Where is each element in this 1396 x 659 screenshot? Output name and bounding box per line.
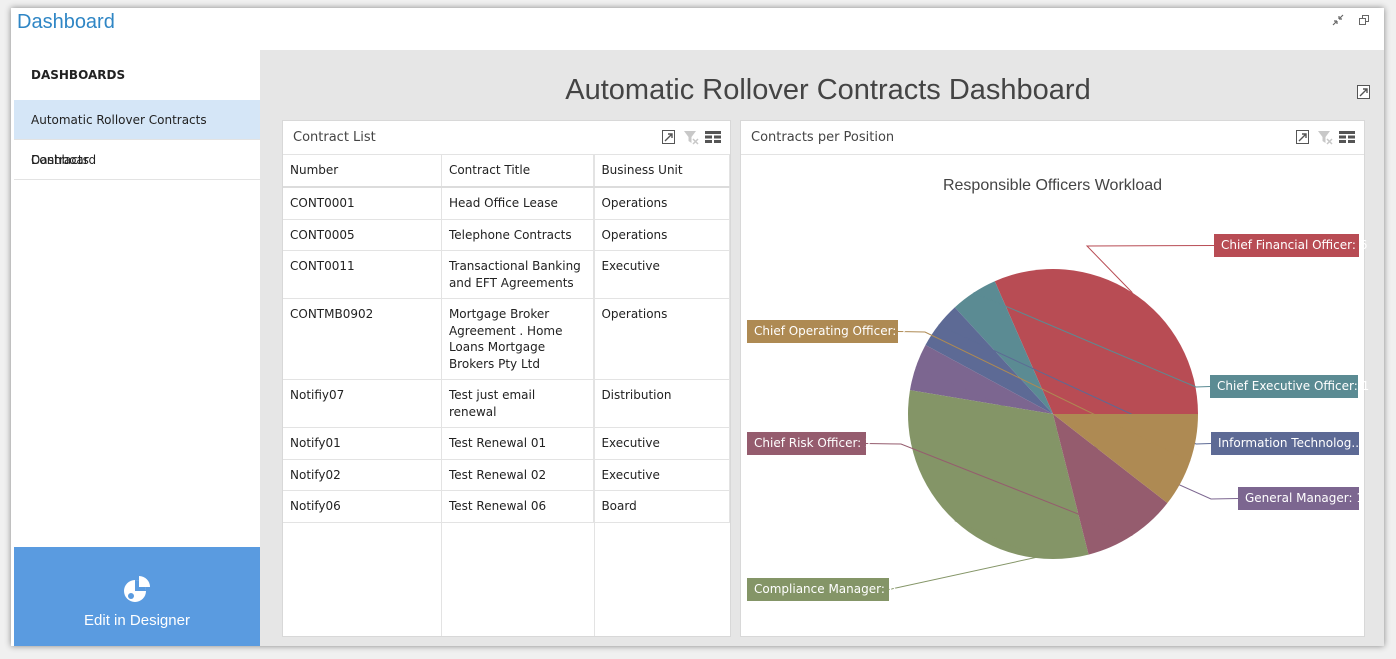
cell-unit: Distribution (593, 379, 730, 428)
cell-title: Test Renewal 06 (441, 490, 595, 523)
table-row[interactable]: Notify01 Test Renewal 01 Executive (283, 427, 730, 460)
column-header-number[interactable]: Number (283, 155, 442, 188)
leader-line (897, 331, 1191, 462)
leader-line (888, 520, 1040, 590)
table-row[interactable]: CONTMB0902 Mortgage Broker Agreement . H… (283, 298, 730, 380)
leader-line (1085, 245, 1215, 293)
cell-number: Notifiy07 (283, 379, 442, 428)
pie-slice[interactable] (908, 390, 1089, 559)
pie-chart-icon (124, 576, 150, 602)
export-icon[interactable] (1294, 128, 1312, 146)
pie-slice-label: Information Technolog... (1211, 432, 1363, 455)
cell-unit: Executive (593, 427, 730, 460)
window-title: Dashboard (17, 11, 115, 33)
cell-unit: Operations (593, 219, 730, 251)
clear-filter-icon[interactable] (682, 128, 700, 146)
grid-view-icon[interactable] (1338, 128, 1356, 146)
pie-slice[interactable] (994, 269, 1198, 414)
page-title: Automatic Rollover Contracts Dashboard (565, 74, 1091, 106)
restore-icon[interactable] (1357, 14, 1371, 28)
grid-view-icon[interactable] (704, 128, 722, 146)
designer-label: Edit in Designer (84, 612, 190, 629)
sidebar-heading: DASHBOARDS (31, 68, 126, 82)
sidebar-item-label: Automatic Rollover Contracts Dashboard (31, 113, 207, 167)
table-row[interactable]: Notify06 Test Renewal 06 Board (283, 490, 730, 523)
pie-slice-label: Chief Executive Officer: 1 (1210, 375, 1369, 398)
pie-slice-label: General Manager: 1 (1238, 487, 1364, 510)
cell-number: Notify02 (283, 459, 442, 491)
table-row[interactable]: CONT0011 Transactional Banking and EFT A… (283, 250, 730, 299)
cell-number: CONTMB0902 (283, 298, 442, 380)
table-header-row: Number Contract Title Business Unit (283, 155, 730, 188)
sidebar-item-label: Contracts (31, 153, 89, 167)
leader-line (938, 324, 1212, 445)
cell-unit: Operations (593, 187, 730, 220)
leader-line (865, 443, 1133, 536)
pie-slice[interactable] (1053, 414, 1198, 504)
edit-in-designer-button[interactable]: Edit in Designer (14, 547, 260, 646)
contracts-per-position-panel: Contracts per Position Responsible Offic… (740, 120, 1369, 637)
column-header-contract-title[interactable]: Contract Title (441, 155, 595, 188)
table-row[interactable]: Notify02 Test Renewal 02 Executive (283, 459, 730, 491)
cell-title: Telephone Contracts (441, 219, 595, 251)
sidebar-item-contracts[interactable]: Contracts (14, 140, 260, 180)
panel-caption: Contracts per Position (751, 130, 895, 145)
leader-line (973, 292, 1211, 388)
sidebar: DASHBOARDS Automatic Rollover Contracts … (14, 50, 260, 646)
cell-unit: Board (593, 490, 730, 523)
pie-chart (865, 245, 1239, 590)
cell-unit: Operations (593, 298, 730, 380)
pie-slice[interactable] (1053, 414, 1168, 555)
cell-number: CONT0001 (283, 187, 442, 220)
table-row[interactable]: CONT0001 Head Office Lease Operations (283, 187, 730, 220)
cell-title: Test Renewal 01 (441, 427, 595, 460)
pie-slice-label: Compliance Manager: 6 (747, 578, 896, 601)
pie-slice-label: Chief Operating Officer: 2 (747, 320, 908, 343)
export-icon[interactable] (660, 128, 678, 146)
pie-slice-label: Chief Risk Officer: 2 (747, 432, 873, 455)
chart-title: Responsible Officers Workload (942, 177, 1163, 194)
minimize-icon[interactable] (1331, 14, 1345, 28)
cell-number: Notify06 (283, 490, 442, 523)
cell-title: Mortgage Broker Agreement . Home Loans M… (441, 298, 595, 380)
cell-title: Test just email renewal (441, 379, 595, 428)
dashboard-window: Dashboard DASHBOARDS Automatic Rollover … (11, 8, 1384, 646)
cell-number: Notify01 (283, 427, 442, 460)
column-header-business-unit[interactable]: Business Unit (593, 155, 730, 188)
cell-number: CONT0005 (283, 219, 442, 251)
clear-filter-icon[interactable] (1316, 128, 1334, 146)
cell-unit: Executive (593, 459, 730, 491)
cell-title: Head Office Lease (441, 187, 595, 220)
pie-slice[interactable] (954, 281, 1053, 414)
table-row[interactable]: CONT0005 Telephone Contracts Operations (283, 219, 730, 251)
dashboard-main: Automatic Rollover Contracts Dashboard C… (260, 50, 1384, 646)
panel-caption: Contract List (293, 130, 376, 145)
sidebar-item-rollover-dashboard[interactable]: Automatic Rollover Contracts Dashboard (14, 100, 260, 167)
cell-unit: Executive (593, 250, 730, 299)
contract-list-caption-bar: Contract List (283, 121, 730, 155)
chart-caption-bar: Contracts per Position (741, 121, 1364, 155)
cell-number: CONT0011 (283, 250, 442, 299)
contract-table: Number Contract Title Business Unit CONT… (283, 155, 730, 523)
cell-title: Test Renewal 02 (441, 459, 595, 491)
export-icon[interactable] (1355, 83, 1373, 101)
cell-title: Transactional Banking and EFT Agreements (441, 250, 595, 299)
contract-list-panel: Contract List Number Contract Title Busi… (282, 120, 731, 637)
pie-slice[interactable] (909, 344, 1053, 414)
pie-slice-label: Chief Financial Officer: 6 (1214, 234, 1367, 257)
table-row[interactable]: Notifiy07 Test just email renewal Distri… (283, 379, 730, 428)
